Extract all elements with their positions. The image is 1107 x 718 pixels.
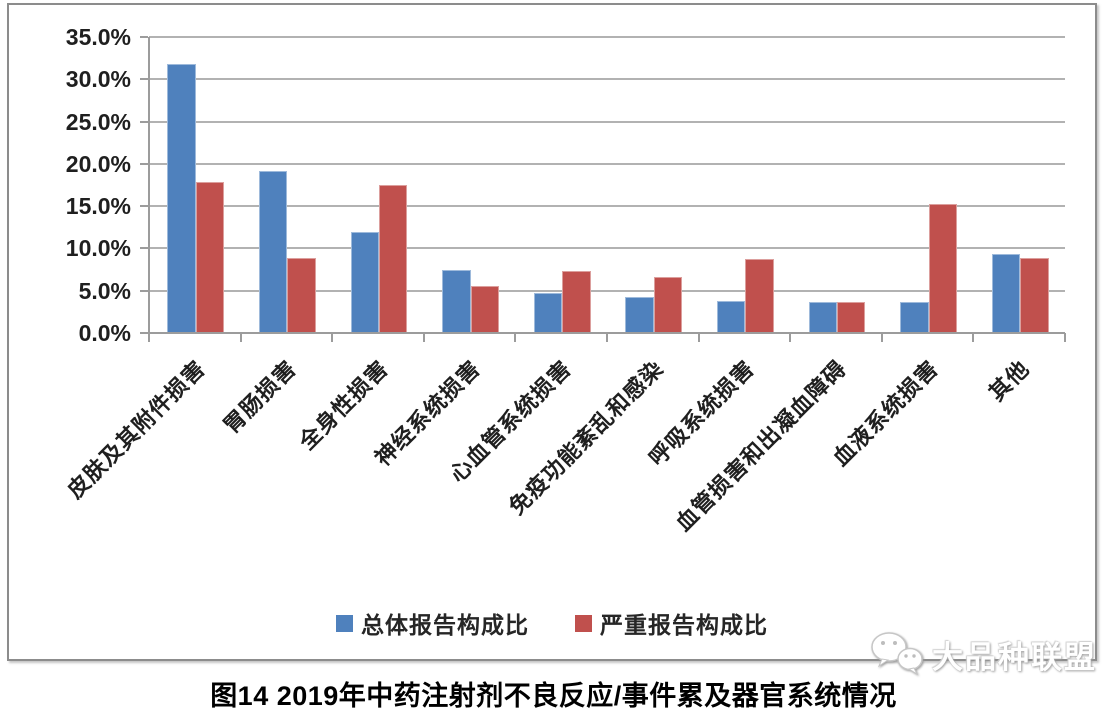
y-axis-tick <box>140 205 148 208</box>
gridline <box>149 289 1065 292</box>
bar-series-0 <box>167 64 196 333</box>
y-axis-tick <box>140 247 148 250</box>
gridline <box>149 205 1065 208</box>
legend-swatch-overall-icon <box>336 614 353 632</box>
bar-series-0 <box>350 231 379 333</box>
x-axis-tick <box>239 333 242 342</box>
chart-caption: 图14 2019年中药注射剂不良反应/事件累及器官系统情况 <box>210 681 897 711</box>
x-axis-tick <box>697 333 700 342</box>
legend-swatch-serious-icon <box>575 614 592 632</box>
x-axis-tick <box>331 333 334 342</box>
y-axis-tick <box>140 289 148 292</box>
y-axis-tick <box>140 36 148 38</box>
y-axis-label: 35.0% <box>65 24 131 50</box>
x-axis-tick <box>422 333 425 342</box>
y-axis-label: 10.0% <box>65 235 131 262</box>
gridline <box>149 162 1065 165</box>
bar-series-0 <box>808 301 837 333</box>
legend-item-serious: 严重报告构成比 <box>575 606 768 640</box>
chart-frame: 总体报告构成比 严重报告构成比 0.0% 5.0% 10.0% 15.0% 20.0% 2… <box>7 3 1097 661</box>
bar-series-1 <box>562 271 591 333</box>
legend-item-overall: 总体报告构成比 <box>336 606 529 640</box>
x-axis-tick <box>148 333 150 342</box>
bar-series-1 <box>1020 257 1049 333</box>
y-axis-line <box>148 37 150 342</box>
y-axis-label: 5.0% <box>78 277 131 304</box>
x-axis-tick <box>606 333 608 342</box>
y-axis-label: 30.0% <box>65 66 131 93</box>
bar-series-0 <box>258 171 288 333</box>
x-axis-tick <box>880 333 883 342</box>
bar-series-0 <box>625 296 654 333</box>
bar-series-0 <box>991 254 1021 333</box>
bar-series-0 <box>900 301 929 333</box>
bar-series-1 <box>287 257 316 333</box>
y-axis-tick <box>140 78 148 81</box>
bar-series-1 <box>928 204 957 333</box>
y-axis-label: 20.0% <box>65 150 131 177</box>
y-axis-tick <box>140 120 148 123</box>
x-axis-tick <box>1064 333 1066 342</box>
y-axis-tick <box>140 332 148 334</box>
bar-series-1 <box>745 259 774 333</box>
bar-series-1 <box>195 182 225 333</box>
bar-series-1 <box>653 277 683 333</box>
gridline <box>149 36 1065 38</box>
gridline <box>149 247 1065 250</box>
bar-series-1 <box>470 286 499 333</box>
plot-area <box>140 36 1066 342</box>
y-axis-label: 15.0% <box>65 193 131 220</box>
x-axis-tick <box>972 333 975 342</box>
bar-series-0 <box>716 300 746 333</box>
y-axis-label: 25.0% <box>65 108 131 135</box>
gridline <box>149 120 1065 123</box>
legend-label-serious: 严重报告构成比 <box>600 612 768 638</box>
gridline <box>149 78 1065 81</box>
y-axis-label: 0.0% <box>78 320 131 346</box>
bar-series-1 <box>836 301 866 333</box>
bar-series-0 <box>533 293 563 333</box>
legend-label-overall: 总体报告构成比 <box>361 612 529 638</box>
bar-series-1 <box>378 185 408 333</box>
y-axis-tick <box>140 162 148 165</box>
legend: 总体报告构成比 严重报告构成比 <box>9 606 1095 640</box>
x-axis-tick <box>789 333 792 342</box>
x-axis-tick <box>514 333 517 342</box>
bar-series-0 <box>442 270 471 333</box>
